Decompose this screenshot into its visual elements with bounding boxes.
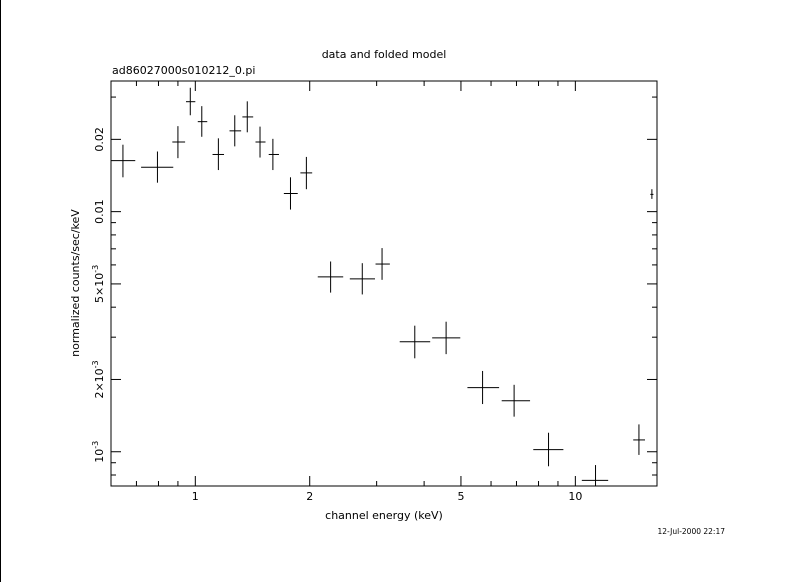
data-point: [283, 177, 298, 210]
x-tick-label: 1: [192, 490, 199, 503]
x-axis-label: channel energy (keV): [325, 509, 443, 522]
data-point: [317, 261, 344, 293]
data-points: [111, 87, 654, 486]
data-point: [255, 126, 266, 158]
chart-title: data and folded model: [322, 48, 447, 61]
chart-subtitle: ad86027000s010212_0.pi: [112, 64, 255, 77]
y-axis-ticks: 10-3 2×10-3 5×10-3 0.01 0.02: [91, 96, 657, 476]
data-point: [432, 321, 461, 355]
data-point: [300, 156, 313, 190]
data-point: [185, 87, 196, 116]
data-point: [375, 248, 390, 280]
data-point: [349, 263, 375, 295]
window-edge: [0, 0, 1, 582]
data-point: [141, 151, 174, 183]
data-point: [111, 144, 136, 178]
data-point: [399, 325, 431, 359]
data-point: [229, 115, 242, 147]
data-point: [467, 370, 500, 405]
data-point: [197, 106, 208, 137]
data-point: [533, 432, 564, 467]
data-point: [242, 101, 254, 133]
y-tick-label: 0.01: [93, 199, 106, 224]
y-tick-label: 0.02: [93, 127, 106, 152]
y-tick-label: 2×10-3: [91, 360, 106, 398]
data-point: [268, 138, 279, 171]
x-tick-label: 2: [306, 490, 313, 503]
y-tick-label: 5×10-3: [91, 265, 106, 303]
x-tick-label: 10: [568, 490, 582, 503]
data-point: [581, 465, 609, 486]
data-point: [650, 189, 654, 199]
data-point: [172, 126, 186, 159]
x-axis-ticks: 1 2 5 10: [110, 81, 582, 503]
y-tick-label: 10-3: [91, 441, 106, 463]
plot-frame: [110, 80, 658, 487]
x-tick-label: 5: [457, 490, 464, 503]
timestamp: 12-Jul-2000 22:17: [657, 527, 725, 536]
data-point: [212, 138, 225, 171]
data-point: [501, 384, 531, 417]
data-point: [633, 424, 646, 455]
y-axis-label: normalized counts/sec/keV: [69, 209, 82, 357]
